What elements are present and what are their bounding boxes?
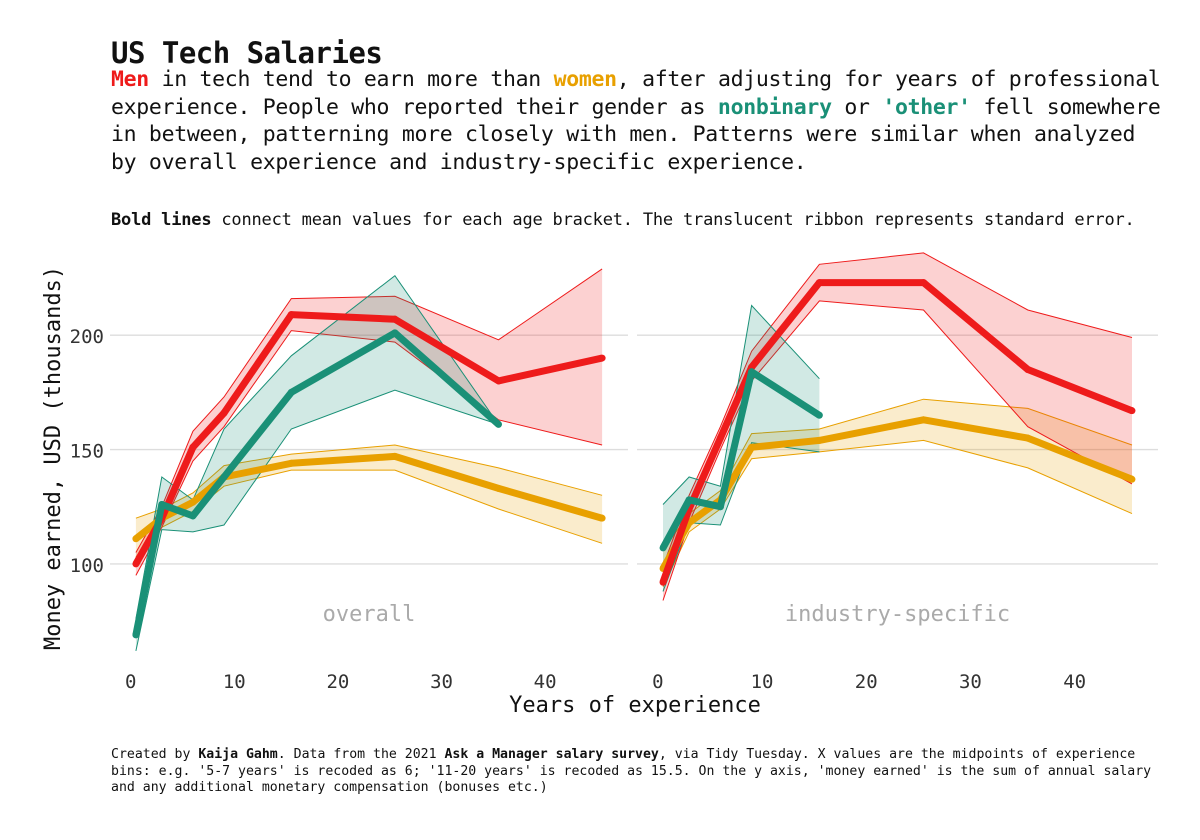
data-point-nonbinary-1-2 (716, 503, 724, 511)
subtitle-text-2: , after adjusting for years of professio… (111, 67, 1161, 120)
data-point-men-0-7 (598, 354, 606, 362)
data-point-nonbinary-0-6 (495, 420, 502, 428)
caption-author: Kaija Gahm (198, 747, 278, 762)
data-point-men-0-0 (132, 560, 140, 568)
data-point-women-0-2 (189, 498, 197, 506)
data-point-men-0-5 (391, 315, 399, 323)
caption-text-a: Created by (111, 747, 199, 762)
data-point-men-0-4 (287, 311, 295, 319)
ribbon-edge-lower-nonbinary-0 (135, 389, 499, 652)
nonbinary-highlight: nonbinary (717, 94, 832, 120)
ribbon-men-0 (135, 268, 603, 576)
y-tick-label-1: 150 (70, 441, 104, 463)
x-tick-label-0-2: 20 (326, 671, 349, 693)
ribbon-nonbinary-0 (135, 275, 499, 651)
ribbon-edge-upper-nonbinary-1 (662, 304, 820, 505)
panel-label-0: overall (323, 602, 416, 627)
series-line-women-1 (659, 416, 1134, 571)
data-point-nonbinary-0-3 (220, 473, 228, 481)
x-tick-label-0-1: 10 (223, 671, 246, 693)
data-point-women-0-7 (598, 514, 606, 522)
series-line-women-0 (133, 452, 604, 542)
series-line-men-1 (659, 279, 1134, 584)
data-point-women-1-6 (1024, 434, 1032, 442)
x-tick-label-1-2: 20 (855, 671, 878, 693)
ribbon-edge-lower-men-1 (662, 300, 1133, 601)
y-axis-title: Money earned, USD (thousands) (41, 266, 66, 650)
caption-survey: Ask a Manager salary survey (444, 747, 659, 762)
data-point-men-1-6 (1024, 366, 1032, 374)
ribbon-edge-lower-women-1 (662, 439, 1133, 588)
data-point-women-0-5 (391, 452, 399, 460)
women-highlight: women (553, 67, 618, 92)
x-tick-label-1-4: 40 (1063, 671, 1086, 693)
data-point-women-1-7 (1128, 475, 1136, 483)
subtitle-text-3: or (831, 94, 883, 120)
data-point-nonbinary-1-3 (748, 368, 756, 376)
caption-text-b: . Data from the 2021 (277, 747, 445, 762)
subtitle-text-1: in tech tend to earn more than (148, 67, 554, 92)
data-point-nonbinary-0-2 (189, 512, 197, 520)
data-point-men-1-5 (920, 279, 928, 287)
men-highlight: Men (111, 67, 149, 92)
data-point-men-1-2 (716, 434, 724, 442)
data-point-nonbinary-1-1 (685, 496, 693, 504)
chart-subtitle: Men in tech tend to earn more than women… (111, 66, 1171, 176)
chart-note: Bold lines connect mean values for each … (111, 207, 1171, 234)
ribbon-nonbinary-1 (663, 305, 820, 592)
x-axis-title: Years of experience (509, 693, 761, 718)
subtitle-text-4: fell somewhere in between, patterning mo… (111, 94, 1161, 175)
data-point-men-0-2 (189, 443, 197, 451)
ribbon-edge-upper-nonbinary-0 (135, 274, 499, 619)
chart-title: US Tech Salaries (111, 36, 383, 70)
ribbon-edge-upper-men-1 (662, 252, 1133, 567)
x-tick-label-0-0: 0 (125, 671, 136, 693)
caption-text-c: , via Tidy Tuesday. X values are the mid… (111, 747, 1152, 795)
data-point-men-0-3 (220, 409, 228, 417)
panel-label-1: industry-specific (785, 602, 1010, 627)
y-tick-label-2: 200 (70, 326, 104, 348)
data-point-women-0-4 (287, 459, 295, 467)
x-tick-label-1-3: 30 (959, 671, 982, 693)
note-text: connect mean values for each age bracket… (211, 210, 1135, 230)
other-highlight: 'other' (882, 94, 971, 120)
note-bold: Bold lines (111, 210, 212, 230)
data-point-men-1-0 (659, 578, 667, 586)
data-point-men-1-7 (1128, 407, 1136, 415)
x-tick-label-1-1: 10 (751, 671, 774, 693)
y-tick-label-0: 100 (70, 555, 104, 577)
data-point-women-1-4 (815, 436, 823, 444)
x-tick-label-0-4: 40 (534, 671, 557, 693)
data-point-men-0-6 (495, 377, 502, 385)
data-point-nonbinary-1-4 (815, 411, 823, 419)
x-tick-label-1-0: 0 (652, 671, 663, 693)
ribbon-edge-upper-men-0 (135, 268, 603, 553)
data-point-nonbinary-0-1 (158, 500, 166, 508)
data-point-nonbinary-1-0 (659, 544, 667, 552)
ribbon-men-1 (663, 252, 1132, 601)
data-point-women-0-0 (132, 535, 140, 543)
chart-caption: Created by Kaija Gahm. Data from the 202… (111, 747, 1171, 797)
data-point-nonbinary-0-4 (287, 388, 295, 396)
ribbon-edge-lower-women-0 (135, 469, 603, 558)
data-point-women-1-5 (920, 416, 928, 424)
data-point-women-1-3 (748, 443, 756, 451)
data-point-nonbinary-0-5 (391, 329, 399, 337)
data-point-men-1-4 (815, 279, 823, 287)
data-point-women-0-6 (495, 484, 502, 492)
data-point-nonbinary-0-0 (132, 631, 140, 639)
x-tick-label-0-3: 30 (430, 671, 453, 693)
